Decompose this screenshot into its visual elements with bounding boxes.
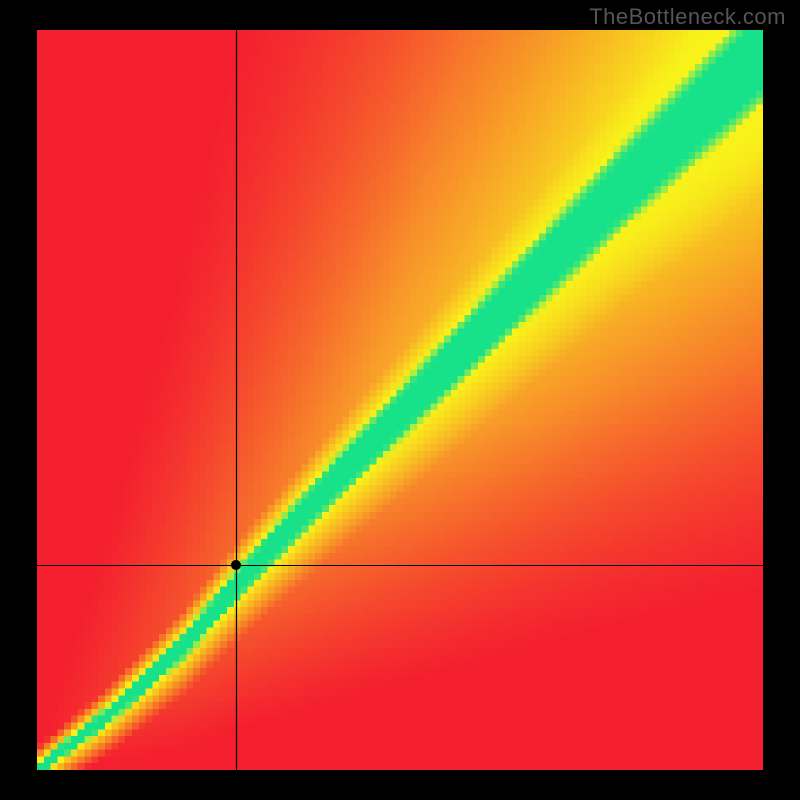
plot-area bbox=[37, 30, 763, 770]
chart-container: TheBottleneck.com bbox=[0, 0, 800, 800]
overlay-canvas bbox=[37, 30, 763, 770]
watermark-text: TheBottleneck.com bbox=[589, 4, 786, 30]
